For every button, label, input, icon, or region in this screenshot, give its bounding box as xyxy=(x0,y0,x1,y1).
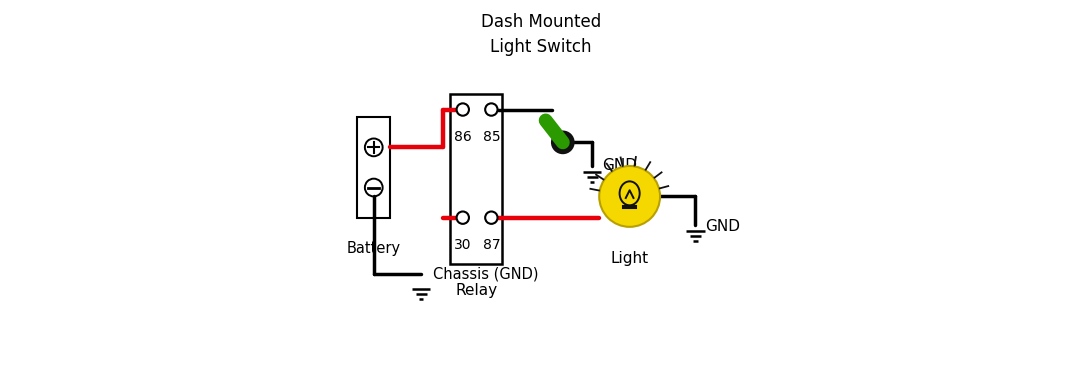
Bar xyxy=(357,117,391,218)
Text: Chassis (GND): Chassis (GND) xyxy=(433,267,539,282)
Circle shape xyxy=(457,103,469,116)
Circle shape xyxy=(552,131,574,153)
Text: 85: 85 xyxy=(483,130,500,144)
Bar xyxy=(450,94,502,264)
Circle shape xyxy=(485,103,498,116)
Text: 86: 86 xyxy=(454,130,472,144)
Text: Dash Mounted
Light Switch: Dash Mounted Light Switch xyxy=(480,13,601,56)
Text: GND: GND xyxy=(601,158,637,173)
Text: GND: GND xyxy=(705,219,740,234)
Ellipse shape xyxy=(599,166,660,227)
Circle shape xyxy=(457,212,469,224)
Text: Light: Light xyxy=(611,251,648,266)
Text: 30: 30 xyxy=(454,238,472,252)
Text: Relay: Relay xyxy=(455,282,498,298)
Text: Battery: Battery xyxy=(347,241,401,256)
Circle shape xyxy=(485,212,498,224)
Text: 87: 87 xyxy=(483,238,500,252)
